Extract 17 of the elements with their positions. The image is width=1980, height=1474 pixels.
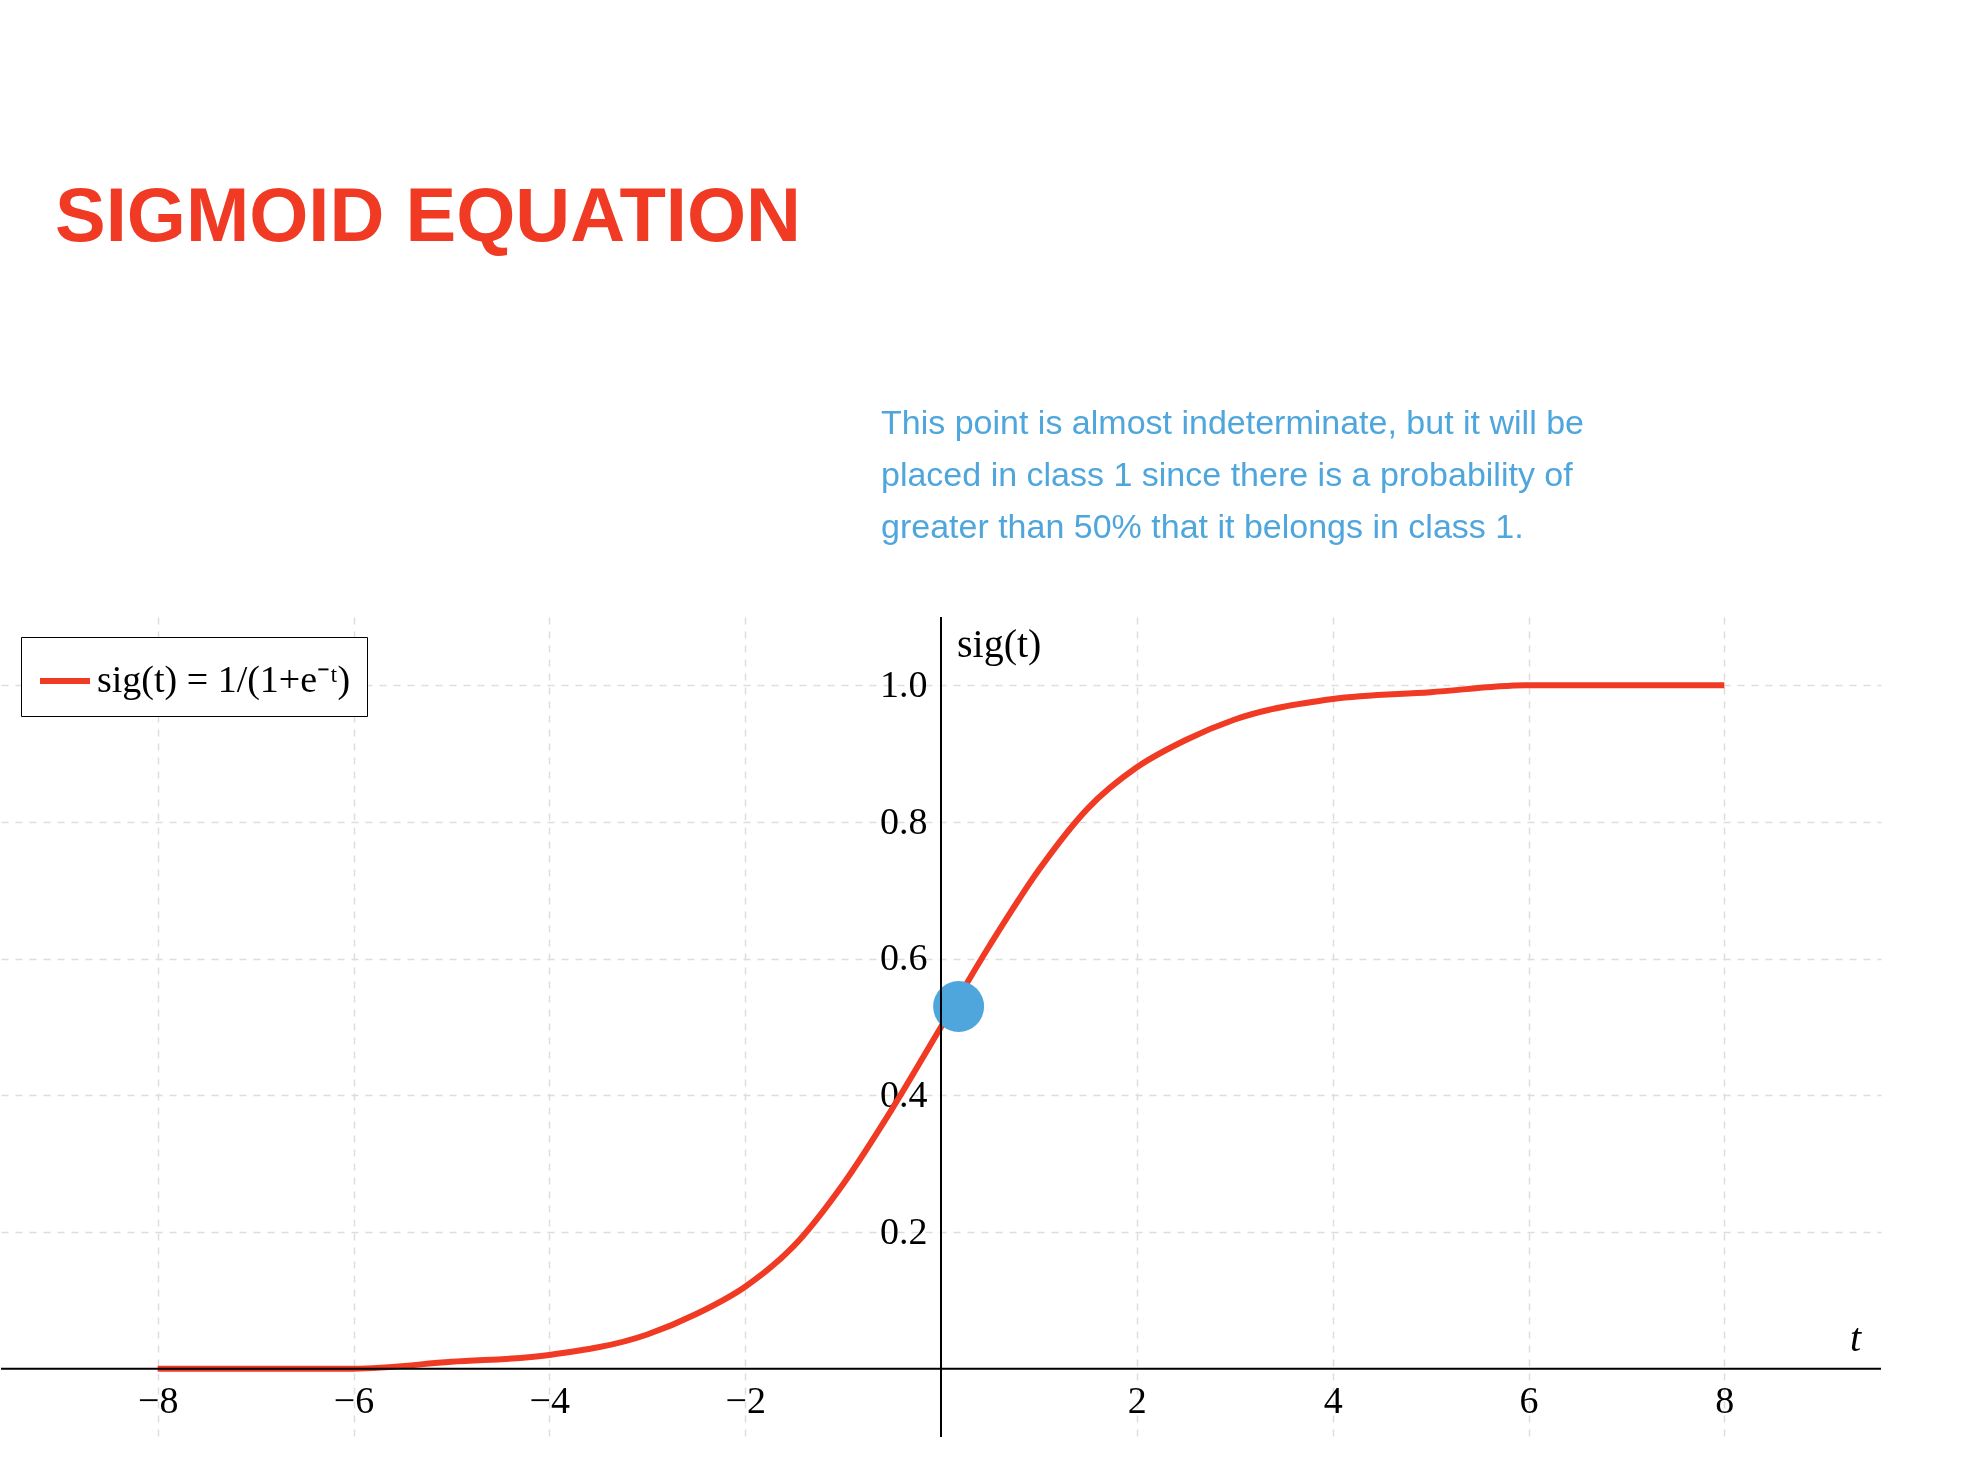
- x-tick-label: 2: [1127, 1379, 1147, 1422]
- y-tick-label: 0.6: [880, 936, 928, 979]
- x-tick-label: 4: [1323, 1379, 1343, 1422]
- text: This point is almost indeterminate, but it will be placed in class 1 since there is a probability of greater than 50% that it belongs in class 1.: [881, 403, 1584, 545]
- x-tick-label: −6: [333, 1379, 375, 1422]
- y-tick-label: 0.8: [880, 799, 928, 842]
- x-tick-label: −2: [725, 1379, 766, 1422]
- x-tick-label: −4: [529, 1379, 571, 1422]
- x-tick-label: −8: [137, 1379, 179, 1422]
- x-tick-label: 6: [1519, 1379, 1539, 1422]
- x-axis-title: t: [1849, 1314, 1862, 1360]
- y-tick-label: 1.0: [880, 662, 928, 705]
- y-tick-label: 0.2: [880, 1209, 928, 1252]
- legend-label: sig(t) = 1/(1+e⁻ᵗ): [97, 658, 351, 701]
- chart-title: SIGMOID EQUATION: [55, 172, 801, 257]
- x-tick-label: 8: [1715, 1379, 1735, 1422]
- y-axis-title: sig(t): [957, 621, 1042, 666]
